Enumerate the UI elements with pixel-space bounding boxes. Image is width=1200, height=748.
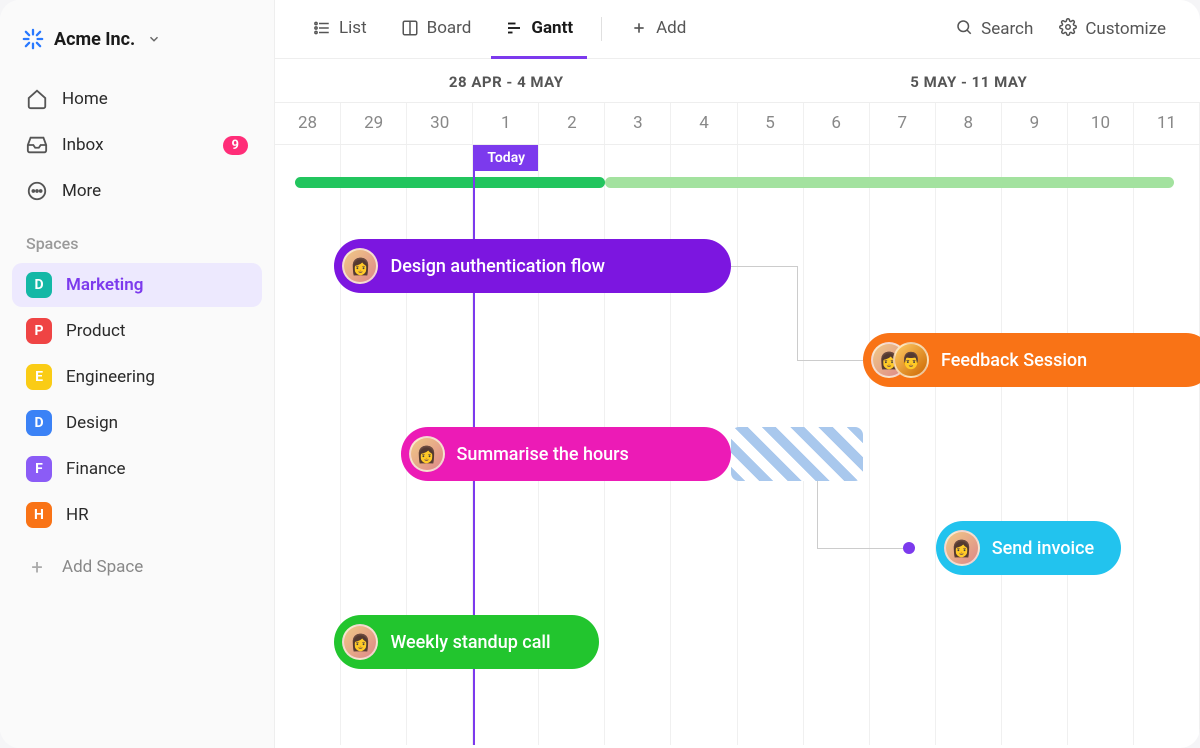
space-badge: D <box>26 272 52 298</box>
day-header: 6 <box>804 103 870 144</box>
task-label: Feedback Session <box>941 350 1087 371</box>
space-label: Finance <box>66 459 125 479</box>
logo-icon <box>22 28 44 50</box>
space-item-design[interactable]: D Design <box>12 401 262 445</box>
plus-icon <box>630 19 648 37</box>
home-icon <box>26 88 48 110</box>
board-icon <box>401 19 419 37</box>
gear-icon <box>1059 18 1077 41</box>
add-space-label: Add Space <box>62 557 143 577</box>
view-tab-board[interactable]: Board <box>387 0 486 59</box>
add-space-button[interactable]: + Add Space <box>12 545 262 589</box>
divider <box>601 17 602 41</box>
add-view-label: Add <box>656 18 686 38</box>
search-label: Search <box>981 19 1033 39</box>
space-item-marketing[interactable]: D Marketing <box>12 263 262 307</box>
task-bar[interactable]: 👩 Summarise the hours <box>401 427 731 481</box>
space-item-hr[interactable]: H HR <box>12 493 262 537</box>
space-badge: P <box>26 318 52 344</box>
day-header: 3 <box>605 103 671 144</box>
avatar-stack: 👩👨 <box>871 342 929 378</box>
space-badge: H <box>26 502 52 528</box>
spaces-title: Spaces <box>12 216 262 263</box>
day-header: 28 <box>275 103 341 144</box>
space-label: Engineering <box>66 367 155 387</box>
add-view-button[interactable]: Add <box>616 0 700 59</box>
gantt-chart: 28 APR - 4 MAY5 MAY - 11 MAY 28293012345… <box>275 59 1200 748</box>
chevron-down-icon <box>147 32 161 46</box>
task-bar[interactable]: 👩 Design authentication flow <box>334 239 730 293</box>
task-label: Weekly standup call <box>390 632 550 653</box>
day-header: 4 <box>671 103 737 144</box>
customize-button[interactable]: Customize <box>1049 10 1176 49</box>
day-header: 9 <box>1002 103 1068 144</box>
inbox-icon <box>26 134 48 156</box>
list-icon <box>313 19 331 37</box>
customize-label: Customize <box>1085 19 1166 39</box>
day-header: 11 <box>1134 103 1200 144</box>
avatar: 👩 <box>944 530 980 566</box>
avatar: 👩 <box>342 624 378 660</box>
avatar: 👩 <box>409 436 445 472</box>
day-header: 10 <box>1068 103 1134 144</box>
view-tab-list-label: List <box>339 18 367 38</box>
space-badge: F <box>26 456 52 482</box>
avatar: 👩 <box>342 248 378 284</box>
task-bar[interactable]: 👩 Weekly standup call <box>334 615 598 669</box>
task-label: Send invoice <box>992 538 1094 559</box>
week-header: 5 MAY - 11 MAY <box>738 59 1200 102</box>
space-label: Product <box>66 321 125 341</box>
space-label: Marketing <box>66 275 143 295</box>
today-marker: Today <box>474 145 538 171</box>
search-button[interactable]: Search <box>945 10 1043 49</box>
space-item-engineering[interactable]: E Engineering <box>12 355 262 399</box>
avatar: 👨 <box>893 342 929 378</box>
gantt-icon <box>505 19 523 37</box>
inbox-badge: 9 <box>223 136 248 155</box>
nav-more-label: More <box>62 181 248 201</box>
progress-segment <box>605 177 1173 188</box>
nav-home[interactable]: Home <box>12 78 262 120</box>
plus-icon: + <box>26 555 48 579</box>
day-header: 29 <box>341 103 407 144</box>
task-bar[interactable]: 👩👨 Feedback Session <box>863 333 1200 387</box>
day-header: 2 <box>539 103 605 144</box>
nav-more[interactable]: More <box>12 170 262 212</box>
day-header: 7 <box>870 103 936 144</box>
day-header: 8 <box>936 103 1002 144</box>
space-badge: D <box>26 410 52 436</box>
day-header: 30 <box>407 103 473 144</box>
space-label: HR <box>66 505 89 525</box>
topbar: List Board Gantt Add <box>275 0 1200 59</box>
task-label: Design authentication flow <box>390 256 605 277</box>
progress-segment <box>295 177 606 188</box>
day-header: 1 <box>473 103 539 144</box>
view-tab-list[interactable]: List <box>299 0 381 59</box>
task-bar[interactable]: 👩 Send invoice <box>936 521 1121 575</box>
nav-home-label: Home <box>62 89 248 109</box>
day-header: 5 <box>738 103 804 144</box>
nav-inbox[interactable]: Inbox 9 <box>12 124 262 166</box>
workspace-switcher[interactable]: Acme Inc. <box>12 20 262 58</box>
workspace-name: Acme Inc. <box>54 29 135 50</box>
week-header: 28 APR - 4 MAY <box>275 59 738 102</box>
space-label: Design <box>66 413 118 433</box>
task-label: Summarise the hours <box>457 444 629 465</box>
view-tab-board-label: Board <box>427 18 472 38</box>
space-item-finance[interactable]: F Finance <box>12 447 262 491</box>
nav-inbox-label: Inbox <box>62 135 209 155</box>
search-icon <box>955 18 973 41</box>
view-tab-gantt[interactable]: Gantt <box>491 0 587 59</box>
more-icon <box>26 180 48 202</box>
space-badge: E <box>26 364 52 390</box>
view-tab-gantt-label: Gantt <box>531 18 573 38</box>
task-placeholder <box>731 427 863 481</box>
space-item-product[interactable]: P Product <box>12 309 262 353</box>
